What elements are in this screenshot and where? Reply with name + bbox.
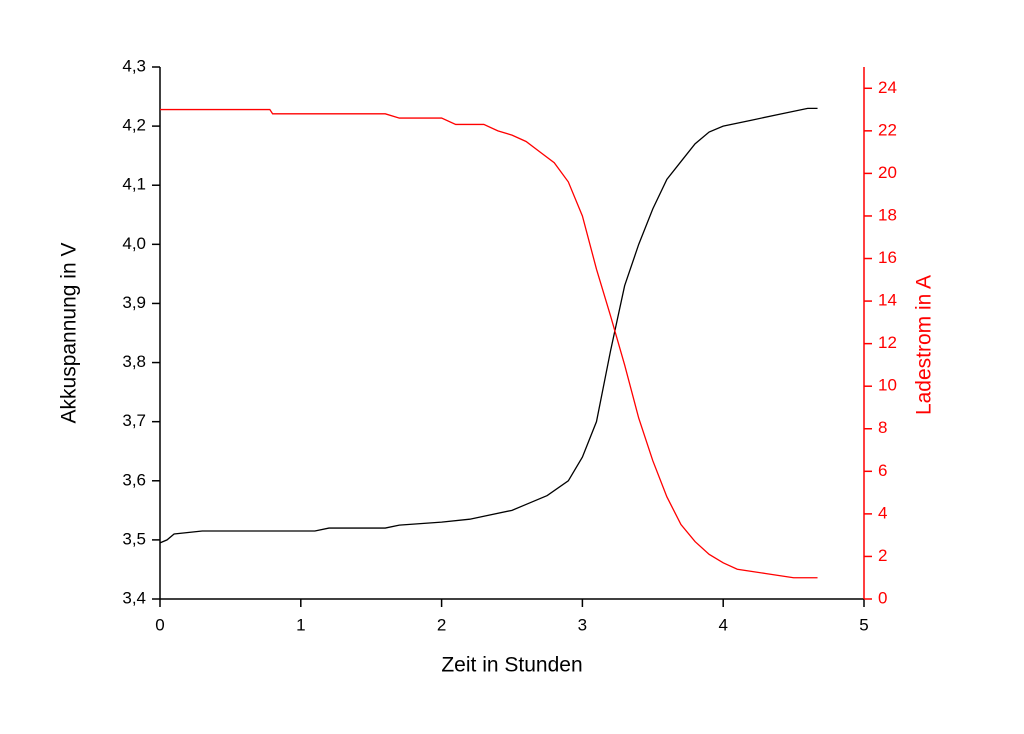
y2-tick-label: 14 [878,291,897,310]
x-tick-label: 4 [718,615,727,634]
y-tick-label: 3,8 [122,352,146,371]
y-tick-label: 4,3 [122,56,146,75]
x-tick-label: 3 [578,615,587,634]
y2-tick-label: 18 [878,205,897,224]
y2-tick-label: 22 [878,120,897,139]
y-tick-label: 4,1 [122,175,146,194]
y2-tick-label: 16 [878,248,897,267]
x-tick-label: 0 [155,615,164,634]
y2-tick-label: 4 [878,503,887,522]
x-axis-label: Zeit in Stunden [441,654,582,677]
x-tick-label: 5 [859,615,868,634]
y-tick-label: 3,9 [122,293,146,312]
y2-tick-label: 6 [878,461,887,480]
y-tick-label: 3,7 [122,411,146,430]
y2-tick-label: 10 [878,376,897,395]
y-tick-label: 3,5 [122,529,146,548]
y2-tick-label: 8 [878,418,887,437]
data-line [159,107,818,544]
y-tick-label: 3,6 [122,470,146,489]
y-axis-label: Akkuspannung in V [58,243,81,424]
y2-tick-label: 0 [878,588,887,607]
x-tick-label: 1 [296,615,305,634]
y2-tick-label: 12 [878,333,897,352]
y2-tick-label: 24 [878,78,897,97]
y2-tick-label: 20 [878,163,897,182]
x-tick-label: 2 [437,615,446,634]
y-tick-label: 4,0 [122,234,146,253]
y2-axis-label: Ladestrom in A [913,275,936,415]
data-line [160,108,818,579]
y2-tick-label: 2 [878,546,887,565]
y-tick-label: 3,4 [122,588,146,607]
y-tick-label: 4,2 [122,116,146,135]
